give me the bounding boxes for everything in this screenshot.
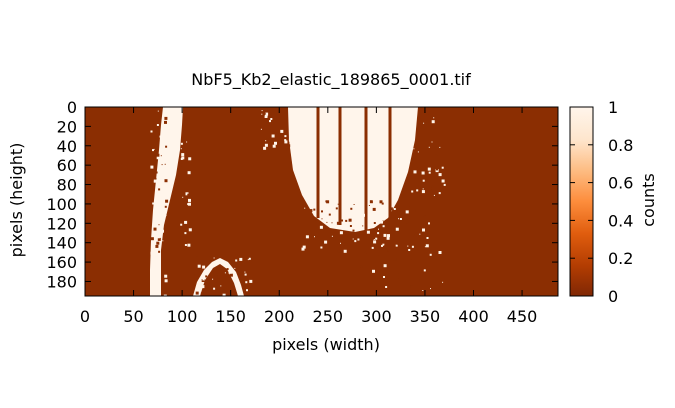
y-tick-label: 40 bbox=[57, 137, 77, 156]
colorbar-tick-label: 0.2 bbox=[608, 249, 633, 268]
y-tick-label: 80 bbox=[57, 176, 77, 195]
x-tick-label: 400 bbox=[458, 307, 489, 326]
colorbar-ticks: 0 0.2 0.4 0.6 0.8 1 bbox=[570, 98, 633, 306]
x-tick-label: 200 bbox=[264, 307, 295, 326]
y-tick-label: 120 bbox=[46, 214, 77, 233]
colorbar-tick-label: 0.8 bbox=[608, 136, 633, 155]
x-tick-label: 0 bbox=[80, 307, 90, 326]
x-tick-label: 100 bbox=[167, 307, 198, 326]
colorbar-tick-label: 1 bbox=[608, 98, 618, 117]
y-axis-label: pixels (height) bbox=[7, 143, 26, 258]
plot-frame bbox=[84, 106, 559, 297]
y-tick-label: 140 bbox=[46, 234, 77, 253]
x-axis-label: pixels (width) bbox=[272, 335, 380, 354]
x-tick-label: 300 bbox=[361, 307, 392, 326]
bright-arc bbox=[193, 258, 244, 296]
speckle-noise bbox=[150, 110, 446, 296]
colorbar-tick-label: 0 bbox=[608, 287, 618, 306]
y-tick-label: 180 bbox=[46, 272, 77, 291]
x-axis-ticks: 0 50 100 150 200 250 300 350 400 450 bbox=[80, 107, 537, 326]
x-tick-label: 450 bbox=[507, 307, 538, 326]
colorbar bbox=[569, 106, 594, 297]
x-tick-label: 50 bbox=[123, 307, 143, 326]
heatmap-area bbox=[85, 107, 558, 296]
x-tick-label: 250 bbox=[313, 307, 344, 326]
y-tick-label: 60 bbox=[57, 156, 77, 175]
dark-gap-lines bbox=[316, 107, 392, 230]
y-tick-label: 20 bbox=[57, 117, 77, 136]
colorbar-tick-label: 0.4 bbox=[608, 211, 633, 230]
x-tick-label: 150 bbox=[215, 307, 246, 326]
y-tick-label: 100 bbox=[46, 195, 77, 214]
x-tick-label: 350 bbox=[410, 307, 441, 326]
colorbar-label: counts bbox=[639, 173, 658, 226]
colorbar-tick-label: 0.6 bbox=[608, 174, 633, 193]
chart-title: NbF5_Kb2_elastic_189865_0001.tif bbox=[191, 70, 471, 90]
y-tick-label: 0 bbox=[67, 98, 77, 117]
bright-u-band bbox=[288, 107, 418, 232]
y-tick-label: 160 bbox=[46, 253, 77, 272]
